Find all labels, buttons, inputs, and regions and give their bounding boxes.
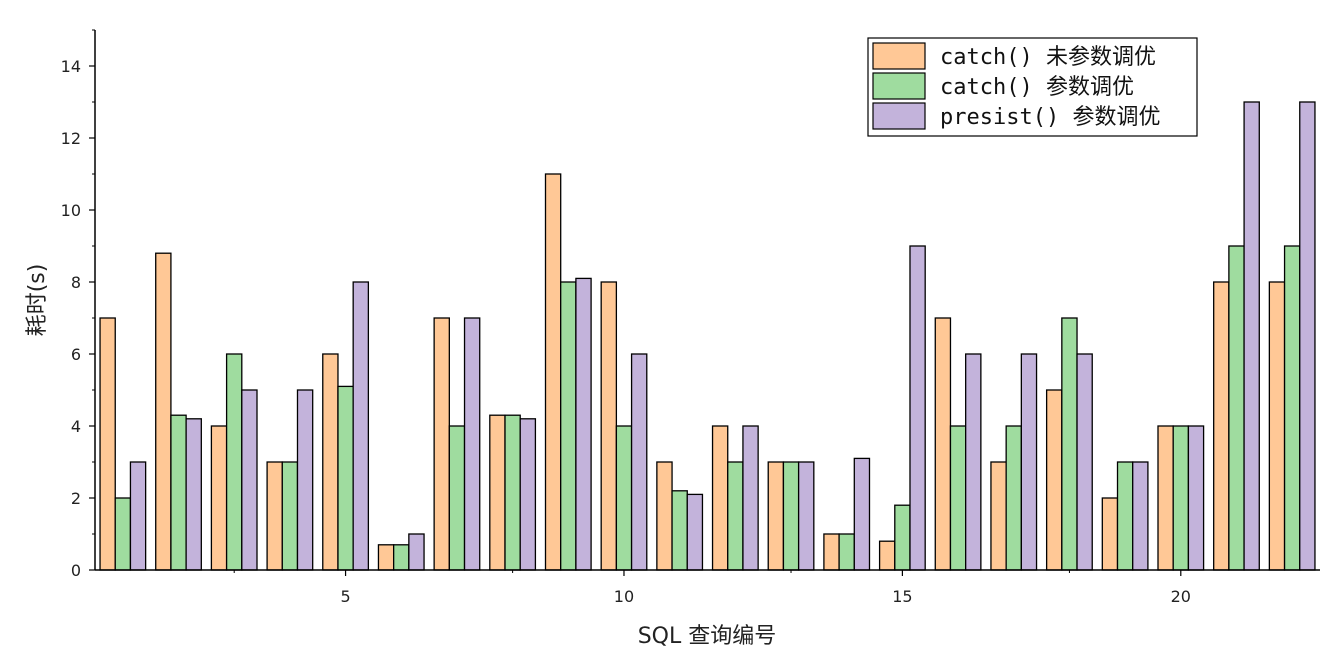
legend-label: presist() 参数调优 — [940, 105, 1160, 130]
bar-series1-q15 — [878, 540, 896, 571]
bar-series3-q13 — [797, 461, 815, 571]
legend-swatch — [872, 72, 926, 100]
bar-series1-q22 — [1268, 281, 1286, 571]
bar-series2-q21 — [1228, 245, 1245, 571]
bar-series3-q3 — [241, 389, 258, 571]
bar-series2-q5 — [337, 385, 354, 571]
bar-series2-q7 — [448, 425, 466, 571]
legend-swatch — [872, 42, 926, 70]
legend-label: catch() 参数调优 — [940, 75, 1134, 100]
bar-series1-q2 — [155, 252, 172, 571]
bar-series2-q16 — [949, 425, 967, 571]
y-tick-label: 14 — [61, 57, 81, 76]
bar-series2-q14 — [838, 533, 855, 571]
bar-series3-q8 — [519, 418, 537, 571]
bar-series3-q15 — [909, 245, 926, 571]
bar-series1-q12 — [711, 425, 729, 571]
bar-series3-q14 — [853, 457, 871, 571]
bar-series3-q20 — [1187, 425, 1205, 571]
bar-series2-q17 — [1005, 425, 1023, 571]
y-tick-label: 2 — [71, 489, 81, 508]
bar-series3-q9 — [575, 277, 592, 571]
bar-series1-q11 — [656, 461, 673, 571]
bar-series3-q10 — [630, 353, 648, 571]
bar-series1-q14 — [823, 533, 840, 571]
bar-series1-q7 — [433, 317, 450, 571]
x-tick-label: 15 — [892, 587, 912, 606]
y-tick-label: 4 — [71, 417, 81, 436]
bar-series3-q18 — [1076, 353, 1093, 571]
bar-series3-q2 — [185, 418, 202, 571]
bar-series3-q11 — [686, 493, 704, 571]
legend-swatch — [872, 102, 926, 130]
bar-series3-q5 — [352, 281, 370, 571]
bar-series3-q22 — [1299, 101, 1316, 571]
bar-series2-q10 — [615, 425, 633, 571]
bar-series1-q10 — [600, 281, 618, 571]
y-tick-label: 0 — [71, 561, 81, 580]
bar-series1-q18 — [1045, 389, 1063, 571]
bar-series3-q6 — [408, 533, 425, 571]
y-tick-label: 10 — [61, 201, 81, 220]
bar-series1-q5 — [322, 353, 339, 571]
bar-series2-q19 — [1116, 461, 1134, 571]
bar-series2-q11 — [671, 490, 688, 571]
legend-label: catch() 未参数调优 — [940, 45, 1156, 70]
y-ticks: 0 2 4 6 8 10 12 14 — [61, 29, 95, 580]
bar-series3-q7 — [463, 317, 481, 571]
bar-series3-q12 — [742, 425, 759, 571]
y-axis-title: 耗时(s) — [25, 264, 50, 337]
bar-series2-q6 — [392, 544, 410, 571]
bar-series1-q20 — [1157, 425, 1174, 571]
bar-series3-q1 — [129, 461, 147, 571]
bar-series2-q8 — [504, 414, 521, 571]
bar-series1-q17 — [990, 461, 1007, 571]
bar-series2-q18 — [1061, 317, 1078, 571]
bar-series2-q2 — [170, 414, 187, 571]
bar-series3-q21 — [1243, 101, 1260, 571]
x-ticks: 5 10 15 20 — [233, 570, 1191, 606]
bar-series2-q12 — [727, 461, 744, 571]
bar-series2-q15 — [894, 504, 911, 571]
y-tick-label: 6 — [71, 345, 81, 364]
bar-series3-q4 — [296, 389, 314, 571]
x-tick-label: 5 — [340, 587, 350, 606]
bar-series1-q3 — [210, 425, 228, 571]
bars-layer — [99, 101, 1316, 571]
bar-series3-q17 — [1020, 353, 1038, 571]
bar-series1-q6 — [377, 544, 395, 571]
legend-items: catch() 未参数调优 catch() 参数调优 presist() 参数调优 — [872, 42, 1160, 130]
bar-series1-q21 — [1213, 281, 1230, 571]
axes-layer — [94, 30, 1320, 571]
bar-series2-q1 — [114, 497, 132, 571]
y-tick-label: 8 — [71, 273, 81, 292]
bar-series3-q19 — [1132, 461, 1149, 571]
x-axis-title: SQL 查询编号 — [638, 624, 777, 649]
bar-series1-q8 — [489, 414, 506, 571]
bar-series2-q3 — [225, 353, 243, 571]
bar-series3-q16 — [965, 353, 982, 571]
bar-series1-q16 — [934, 317, 952, 571]
legend: catch() 未参数调优 catch() 参数调优 presist() 参数调优 — [867, 37, 1198, 137]
bar-series1-q9 — [544, 173, 562, 571]
bar-series1-q1 — [99, 317, 116, 571]
bar-series1-q19 — [1101, 497, 1119, 571]
bar-series2-q22 — [1283, 245, 1301, 571]
x-tick-label: 10 — [614, 587, 634, 606]
y-tick-label: 12 — [61, 129, 81, 148]
bar-series2-q9 — [560, 281, 577, 571]
bar-series2-q20 — [1172, 425, 1190, 571]
bar-series2-q13 — [782, 461, 800, 571]
bar-series1-q13 — [767, 461, 785, 571]
bar-series2-q4 — [281, 461, 299, 571]
bar-series1-q4 — [266, 461, 283, 571]
x-tick-label: 20 — [1171, 587, 1191, 606]
